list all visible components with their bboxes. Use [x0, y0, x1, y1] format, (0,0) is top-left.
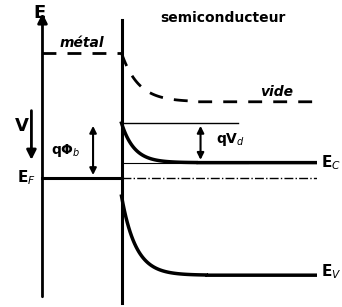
Text: qΦ$_b$: qΦ$_b$: [51, 142, 80, 159]
Text: E: E: [33, 4, 45, 22]
Text: semiconducteur: semiconducteur: [160, 10, 285, 25]
Text: métal: métal: [60, 36, 104, 50]
Text: E$_V$: E$_V$: [321, 263, 341, 282]
Text: E$_C$: E$_C$: [321, 153, 341, 172]
Text: vide: vide: [260, 85, 293, 99]
Text: E$_F$: E$_F$: [17, 169, 36, 187]
Text: V: V: [15, 117, 29, 135]
Text: qV$_d$: qV$_d$: [216, 131, 246, 148]
